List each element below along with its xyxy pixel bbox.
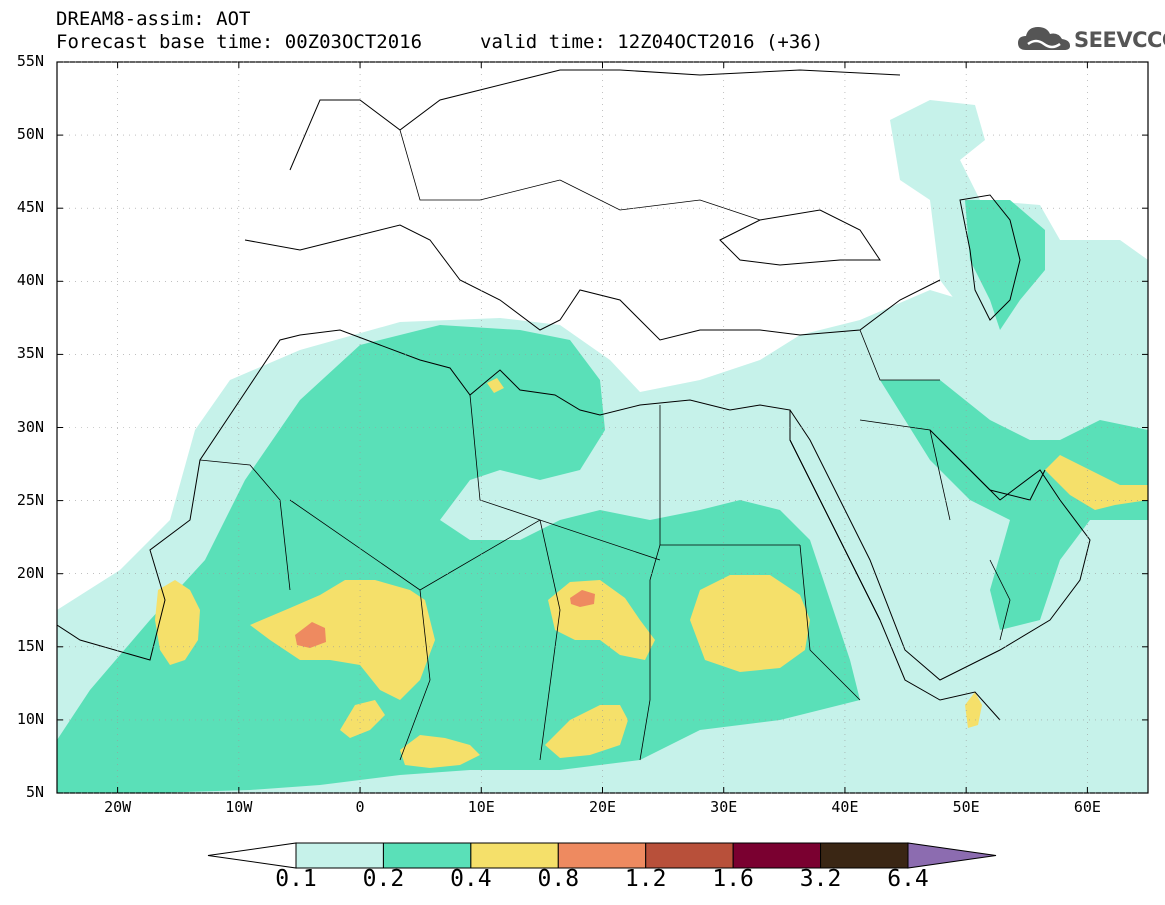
border-7 bbox=[639, 580, 651, 761]
colorbar-label: 0.8 bbox=[537, 866, 580, 892]
coastlines bbox=[57, 69, 1091, 721]
logo-text: SEEVCCC bbox=[1074, 28, 1165, 52]
aot-field-high-1 bbox=[250, 580, 435, 700]
border-1 bbox=[199, 459, 291, 591]
colorbar-swatch bbox=[645, 842, 734, 869]
borders bbox=[199, 129, 1011, 761]
border-2 bbox=[289, 499, 661, 591]
lon-label: 30E bbox=[710, 798, 738, 816]
colorbar bbox=[207, 842, 997, 869]
lat-label: 5N bbox=[25, 783, 44, 801]
coast-europe bbox=[244, 224, 941, 341]
colorbar-swatch bbox=[382, 842, 472, 869]
lat-label: 40N bbox=[16, 271, 44, 290]
lon-label: 60E bbox=[1073, 798, 1101, 816]
border-11 bbox=[399, 129, 561, 201]
lat-label: 55N bbox=[16, 52, 44, 70]
lat-label: 45N bbox=[16, 198, 44, 217]
caspian-sea bbox=[959, 194, 1021, 321]
aot-field-mid bbox=[57, 325, 860, 793]
lon-label: 10E bbox=[467, 798, 495, 816]
colorbar-swatch bbox=[820, 842, 909, 869]
coast-north-europe bbox=[289, 69, 901, 171]
aot-field-high-5 bbox=[545, 705, 628, 758]
colorbar-label: 0.1 bbox=[275, 866, 317, 892]
lat-label: 10N bbox=[16, 709, 44, 728]
colorbar-swatch bbox=[470, 842, 559, 869]
border-10 bbox=[859, 419, 951, 521]
border-9 bbox=[799, 544, 861, 701]
border-5 bbox=[539, 519, 561, 761]
lat-label: 35N bbox=[16, 344, 44, 363]
aot-fields bbox=[57, 100, 1148, 793]
border-14 bbox=[859, 329, 940, 381]
colorbar-swatch bbox=[557, 842, 647, 869]
coast-arabia bbox=[789, 409, 1091, 681]
cloud-icon bbox=[1018, 27, 1070, 50]
lon-label: 0 bbox=[355, 798, 365, 816]
colorbar-label: 0.4 bbox=[450, 866, 492, 892]
valid-time: valid time: 12Z04OCT2016 (+36) bbox=[480, 31, 824, 53]
colorbar-label: 6.4 bbox=[887, 866, 929, 892]
aot-field-high-7 bbox=[340, 700, 385, 738]
lon-label: 10W bbox=[225, 798, 253, 816]
forecast-base-time: Forecast base time: 00Z03OCT2016 bbox=[56, 31, 423, 53]
lon-label: 50E bbox=[952, 798, 980, 816]
aot-field-peak-2 bbox=[570, 590, 595, 607]
colorbar-swatch bbox=[732, 842, 822, 869]
border-6 bbox=[399, 589, 431, 761]
border-8 bbox=[649, 544, 661, 581]
red-sea bbox=[789, 439, 881, 621]
aot-field-high-6 bbox=[400, 735, 480, 768]
colorbar-label: 1.6 bbox=[712, 866, 754, 892]
lat-label: 25N bbox=[16, 490, 44, 509]
lat-label: 50N bbox=[16, 125, 44, 144]
aot-field-mid-gulf bbox=[880, 380, 1148, 630]
colorbar-swatch bbox=[295, 842, 384, 869]
border-12 bbox=[559, 179, 761, 221]
lon-label: 40E bbox=[831, 798, 859, 816]
axis-ticks bbox=[57, 61, 1148, 794]
aot-field-mid-caspian bbox=[965, 200, 1045, 330]
seevccc-logo: SEEVCCC bbox=[1016, 22, 1165, 56]
lat-label: 30N bbox=[16, 417, 44, 436]
aot-field-high-4 bbox=[690, 575, 810, 672]
lat-label: 20N bbox=[16, 563, 44, 582]
border-13 bbox=[989, 559, 1011, 641]
lon-label: 20W bbox=[104, 798, 132, 816]
lon-label: 20E bbox=[588, 798, 617, 816]
aot-field-high-2 bbox=[155, 580, 200, 665]
aot-field-peak-1 bbox=[295, 622, 326, 648]
map-title: DREAM8-assim: AOT bbox=[56, 8, 251, 30]
aot-field-high-9 bbox=[965, 692, 982, 728]
gulf bbox=[929, 429, 1046, 501]
colorbar-label: 1.2 bbox=[624, 866, 667, 892]
colorbar-low-extend bbox=[207, 842, 297, 869]
colorbar-label: 0.2 bbox=[362, 866, 405, 892]
black-sea bbox=[719, 209, 881, 266]
lat-label: 15N bbox=[16, 636, 44, 655]
colorbar-label: 3.2 bbox=[799, 866, 842, 892]
colorbar-high-extend bbox=[907, 842, 997, 869]
aot-field-high-10 bbox=[487, 378, 504, 393]
border-3 bbox=[469, 394, 541, 521]
aot-field-high-8 bbox=[1045, 455, 1148, 510]
